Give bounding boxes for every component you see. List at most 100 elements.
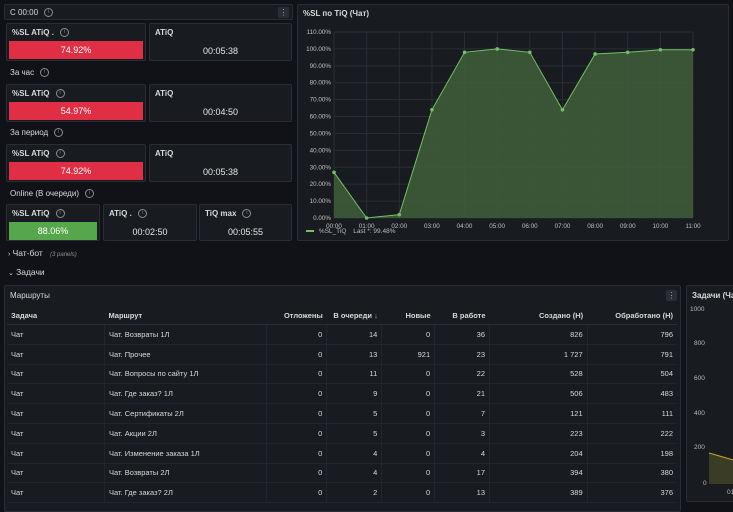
- table-cell: 11: [326, 364, 382, 385]
- data-point[interactable]: [430, 107, 434, 112]
- legend-swatch: [306, 230, 314, 233]
- x-tick-label: 07:00: [555, 223, 571, 230]
- stat-panel-atiq-2[interactable]: ATiQ 00:04:50: [149, 84, 292, 122]
- table-cell: 796: [586, 324, 677, 345]
- table-cell: 0: [381, 364, 435, 385]
- stat-panel-atiq-1[interactable]: ATiQ 00:05:38: [149, 23, 292, 61]
- x-tick-label: 08:00: [587, 223, 603, 230]
- data-point[interactable]: [560, 107, 565, 112]
- legend-last: Last *: 99.48%: [353, 228, 396, 235]
- table-cell: Чат: [7, 482, 105, 504]
- info-icon[interactable]: i: [55, 89, 65, 99]
- table-cell: 0: [266, 423, 327, 444]
- info-icon[interactable]: i: [44, 8, 54, 18]
- table-row[interactable]: Чат Чат. Где заказ? 2Л 0 2 0 13 389 376: [7, 482, 677, 504]
- table-cell: 483: [586, 383, 677, 405]
- column-header[interactable]: Новые: [381, 306, 435, 325]
- chart-panel[interactable]: %SL по TiQ (Чат) 0.00% 10.00% 20.00% 30.00%…: [297, 4, 729, 241]
- info-icon[interactable]: i: [137, 209, 147, 219]
- info-icon[interactable]: i: [242, 209, 252, 219]
- data-point[interactable]: [332, 170, 336, 175]
- data-point[interactable]: [691, 47, 695, 52]
- y-tick-label: 10.00%: [310, 198, 332, 205]
- table-cell: Чат. Сертификаты 2Л: [103, 403, 267, 424]
- stat-panel-online-atiq[interactable]: ATiQ .i 00:02:50: [103, 204, 197, 241]
- row-title: Задачи: [16, 267, 45, 277]
- row-subtitle: (3 panels): [50, 252, 77, 258]
- info-icon[interactable]: i: [55, 209, 65, 219]
- table-cell: Чат: [7, 443, 105, 464]
- data-point[interactable]: [462, 50, 467, 55]
- routes-table-wrap: Задача Маршрут Отложены В очереди ↓ Новы…: [7, 306, 677, 504]
- table-row[interactable]: Чат Чат. Возвраты 1Л 0 14 0 36 826 796: [7, 324, 677, 345]
- table-cell: 204: [489, 443, 588, 464]
- table-row[interactable]: Чат Чат. Изменение заказа 1Л 0 4 0 4 204 198: [7, 443, 677, 464]
- column-header[interactable]: Создано (Н): [489, 306, 588, 325]
- menu-icon[interactable]: ⋮: [666, 290, 677, 301]
- section-label: Online (В очереди) i: [10, 189, 94, 199]
- data-point[interactable]: [658, 47, 663, 52]
- info-icon[interactable]: i: [54, 128, 64, 138]
- row-chatbot[interactable]: › Чат-бот (3 panels): [8, 248, 77, 258]
- data-point[interactable]: [528, 50, 532, 55]
- data-point[interactable]: [625, 50, 630, 55]
- table-cell: 111: [586, 403, 677, 424]
- table-cell: Чат. Где заказ? 1Л: [103, 383, 267, 405]
- sl-chart-svg: 0.00% 10.00% 20.00% 30.00% 40.00% 50.00% 60.00…: [306, 29, 701, 230]
- table-row[interactable]: Чат Чат. Где заказ? 1Л 0 9 0 21 506 483: [7, 383, 677, 405]
- column-header[interactable]: Задача: [7, 306, 105, 325]
- info-icon[interactable]: i: [55, 149, 65, 159]
- sort-desc-icon: ↓: [374, 310, 378, 320]
- column-header-sorted[interactable]: В очереди ↓: [326, 306, 382, 325]
- table-cell: 921: [381, 344, 435, 365]
- stat-panel-pct-2[interactable]: %SL ATiQ i 54.97%: [6, 84, 146, 122]
- table-cell: 528: [489, 364, 588, 385]
- data-point[interactable]: [364, 216, 369, 220]
- column-header[interactable]: Обработано (Н): [587, 306, 677, 325]
- side-chart-svg: [708, 452, 733, 484]
- table-cell: Чат: [7, 324, 105, 345]
- table-cell: Чат. Возвраты 1Л: [103, 324, 267, 345]
- table-cell: 21: [434, 383, 490, 405]
- row-tasks[interactable]: ⌄ Задачи: [8, 267, 45, 277]
- data-point[interactable]: [593, 52, 597, 56]
- y-tick-label: 30.00%: [310, 164, 332, 171]
- side-line: [708, 452, 733, 461]
- x-tick-label: 11:00: [685, 223, 701, 230]
- table-cell: 4: [326, 463, 382, 484]
- column-header[interactable]: Маршрут: [104, 306, 267, 325]
- column-header[interactable]: Отложены: [266, 306, 327, 325]
- chart-title: %SL по TiQ (Чат): [303, 9, 370, 18]
- data-point[interactable]: [495, 47, 499, 51]
- y-tick-label: 20.00%: [310, 181, 332, 188]
- table-cell: 0: [381, 463, 435, 484]
- stat-value: 74.92%: [9, 162, 143, 180]
- table-cell: 0: [266, 403, 327, 424]
- stat-panel-online-pct[interactable]: %SL ATiQ i 88.06%: [6, 204, 100, 241]
- table-cell: 3: [434, 423, 490, 444]
- info-icon[interactable]: i: [59, 28, 69, 38]
- table-cell: Чат: [7, 344, 105, 365]
- data-point[interactable]: [397, 212, 402, 217]
- side-area: [709, 453, 733, 484]
- chart-legend[interactable]: %SL_TiQ Last *: 99.48%: [306, 228, 395, 235]
- table-row[interactable]: Чат Чат. Сертификаты 2Л 0 5 0 7 121 111: [7, 403, 677, 424]
- table-row[interactable]: Чат Чат. Вопросы по сайту 1Л 0 11 0 22 528 504: [7, 364, 677, 385]
- menu-icon[interactable]: ⋮: [278, 7, 289, 18]
- stat-panel-atiq-3[interactable]: ATiQ 00:05:38: [149, 144, 292, 182]
- column-header[interactable]: В работе: [434, 306, 490, 325]
- stat-panel-pct-1[interactable]: %SL ATiQ .i 74.92%: [6, 23, 146, 61]
- tasks-chat-panel[interactable]: Задачи (Чат 1000 800 600 400 200 0 01: [686, 285, 733, 502]
- info-icon[interactable]: i: [84, 189, 94, 199]
- y-tick-label: 40.00%: [310, 147, 332, 154]
- stat-panel-online-tiq[interactable]: TiQ max i 00:05:55: [199, 204, 292, 241]
- table-row[interactable]: Чат Чат. Возвраты 2Л 0 4 0 17 394 380: [7, 463, 677, 484]
- info-icon[interactable]: i: [40, 68, 50, 78]
- routes-title: Маршруты: [10, 291, 50, 300]
- stat-title: ATiQ: [155, 149, 174, 158]
- table-row[interactable]: Чат Чат. Акции 2Л 0 5 0 3 223 222: [7, 423, 677, 444]
- stat-panel-pct-3[interactable]: %SL ATiQ i 74.92%: [6, 144, 146, 182]
- table-row[interactable]: Чат Чат. Прочее 0 13 921 23 1 727 791: [7, 344, 677, 365]
- table-cell: 0: [266, 364, 327, 385]
- table-cell: 223: [489, 423, 588, 444]
